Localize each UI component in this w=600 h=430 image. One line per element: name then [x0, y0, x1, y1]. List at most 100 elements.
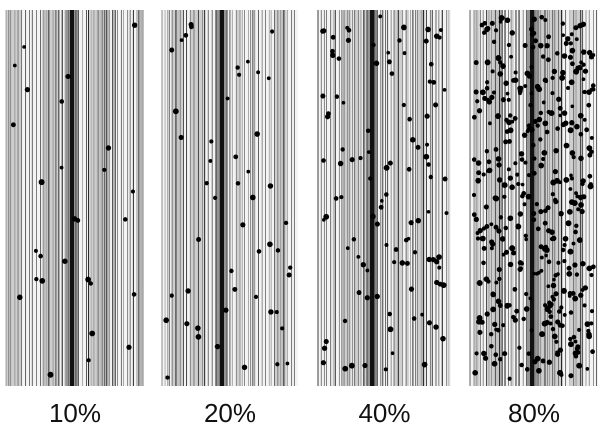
- dot: [345, 246, 350, 251]
- dot: [534, 271, 539, 276]
- dot: [253, 294, 259, 300]
- dot: [570, 104, 575, 109]
- dot: [268, 309, 274, 315]
- dot: [283, 220, 289, 226]
- dot: [479, 22, 485, 28]
- dot: [496, 228, 502, 234]
- panel-label: 10%: [49, 398, 101, 428]
- dot: [334, 94, 340, 99]
- dot: [233, 154, 239, 160]
- dot: [475, 177, 482, 184]
- dot: [480, 235, 486, 242]
- dot: [485, 80, 490, 85]
- dot: [578, 131, 584, 137]
- dot: [512, 317, 518, 323]
- gray-band: [41, 10, 49, 386]
- dot: [402, 51, 407, 56]
- dot: [518, 151, 525, 157]
- dot: [535, 123, 540, 128]
- dot: [512, 77, 519, 83]
- dot: [543, 78, 549, 84]
- stripe-panel: [317, 10, 451, 386]
- dot: [582, 89, 587, 95]
- dot: [267, 241, 273, 248]
- dot: [286, 272, 292, 278]
- dot: [489, 20, 495, 26]
- dot: [513, 161, 518, 166]
- dot: [415, 217, 422, 224]
- dot: [579, 208, 585, 215]
- dot: [322, 218, 326, 222]
- dot: [527, 126, 533, 132]
- dot: [526, 351, 532, 356]
- dot: [490, 69, 495, 74]
- dot: [554, 339, 559, 344]
- dot: [571, 334, 577, 340]
- dot: [555, 51, 560, 56]
- dot: [543, 303, 548, 308]
- dot: [437, 265, 442, 270]
- dot: [560, 69, 566, 76]
- dot: [580, 260, 586, 267]
- dot: [501, 252, 506, 257]
- dot: [320, 93, 326, 99]
- dot: [523, 306, 530, 312]
- dot: [540, 54, 546, 59]
- dot: [574, 37, 579, 42]
- dot: [523, 160, 528, 165]
- dot: [546, 284, 551, 289]
- dot: [524, 291, 529, 297]
- dot: [399, 260, 406, 266]
- dot: [406, 166, 412, 172]
- dot: [569, 120, 575, 126]
- dot: [12, 63, 17, 68]
- dot: [473, 216, 479, 222]
- dot: [442, 88, 447, 92]
- dot: [556, 260, 561, 265]
- dot: [498, 60, 503, 65]
- dot: [172, 108, 179, 115]
- dot: [574, 223, 579, 228]
- dot: [504, 117, 509, 123]
- dot: [386, 50, 391, 55]
- dot: [374, 221, 380, 227]
- dot: [541, 320, 548, 327]
- dot: [365, 128, 371, 134]
- dot: [484, 26, 490, 33]
- dot: [504, 129, 510, 134]
- dot: [558, 180, 562, 185]
- dot: [225, 96, 230, 101]
- dot: [288, 265, 293, 270]
- panel-label: 80%: [508, 398, 560, 428]
- dot: [557, 322, 563, 328]
- dot: [531, 170, 537, 176]
- dot: [538, 162, 545, 169]
- dot: [587, 173, 593, 179]
- dot: [275, 362, 280, 367]
- gray-band: [90, 10, 103, 386]
- dot: [17, 294, 23, 301]
- dot: [346, 27, 352, 33]
- dot: [501, 323, 506, 328]
- dot: [195, 334, 202, 340]
- dot: [568, 79, 575, 86]
- dot: [495, 298, 502, 305]
- dot: [474, 351, 479, 356]
- dot: [547, 303, 553, 309]
- dot: [557, 105, 563, 111]
- dot: [572, 201, 577, 206]
- dot: [553, 147, 559, 154]
- dot: [425, 26, 431, 33]
- dot: [383, 164, 390, 171]
- dot: [493, 147, 499, 152]
- dot: [484, 149, 490, 154]
- dot: [351, 237, 357, 242]
- dot: [486, 279, 491, 284]
- dot: [567, 248, 574, 255]
- dot: [491, 90, 497, 95]
- dot: [330, 48, 335, 54]
- dot: [570, 291, 576, 296]
- dot: [561, 33, 565, 37]
- dot: [544, 253, 548, 258]
- dot: [545, 205, 551, 211]
